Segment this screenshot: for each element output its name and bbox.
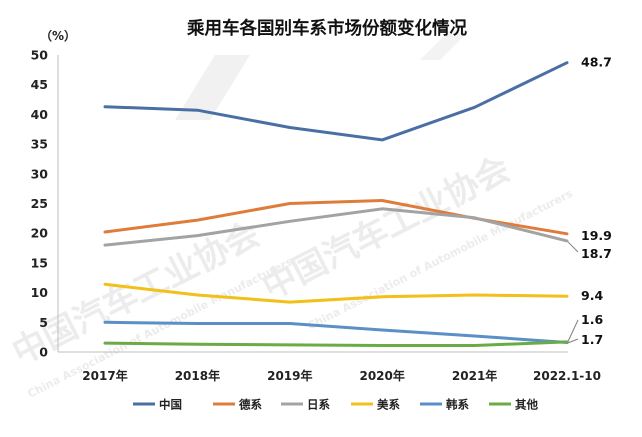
- x-tick-label: 2019年: [267, 368, 312, 383]
- chart-title: 乘用车各国别车系市场份额变化情况: [186, 18, 467, 39]
- legend-label: 日系: [307, 398, 330, 412]
- data-label: 48.7: [581, 55, 612, 70]
- y-tick-label: 5: [39, 315, 48, 330]
- y-tick-label: 10: [31, 285, 49, 300]
- series-line-2: [103, 207, 569, 247]
- legend-label: 中国: [159, 398, 182, 412]
- y-axis-ticks: 0 5 10 15 20 25 30 35 40 45 50: [31, 48, 49, 360]
- x-tick-label: 2021年: [452, 368, 497, 383]
- watermark-logo-mark: [175, 55, 250, 120]
- legend: 中国 德系 日系 美系 韩系 其他: [133, 398, 538, 412]
- leader-line: [567, 319, 579, 342]
- leader-line: [567, 338, 579, 344]
- legend-label: 美系: [377, 398, 400, 412]
- watermark-logo-mark-2: [420, 30, 470, 60]
- y-tick-label: 25: [31, 196, 48, 211]
- leader-line: [567, 241, 579, 253]
- data-label: 9.4: [581, 288, 603, 303]
- y-axis-unit: （%）: [40, 28, 76, 43]
- y-tick-label: 20: [31, 226, 49, 241]
- data-label: 18.7: [581, 246, 612, 261]
- y-tick-label: 15: [31, 255, 48, 270]
- legend-label: 其他: [515, 398, 538, 412]
- y-tick-label: 40: [31, 107, 49, 122]
- x-tick-label: 2022.1-10: [533, 369, 601, 383]
- series-line-3: [103, 282, 569, 304]
- y-tick-label: 35: [31, 137, 48, 152]
- data-label: 1.7: [581, 332, 603, 347]
- data-labels: 48.7 19.9 18.7 9.4 1.6 1.7: [567, 55, 612, 347]
- y-tick-label: 0: [39, 345, 48, 360]
- x-axis-ticks: 2017年 2018年 2019年 2020年 2021年 2022.1-10: [82, 368, 601, 383]
- legend-label: 韩系: [446, 398, 469, 412]
- x-tick-label: 2020年: [359, 368, 404, 383]
- y-tick-label: 50: [31, 48, 49, 63]
- series-line-5: [103, 340, 569, 347]
- data-label: 1.6: [581, 312, 603, 327]
- data-label: 19.9: [581, 228, 612, 243]
- y-tick-label: 45: [31, 77, 48, 92]
- x-tick-label: 2017年: [82, 368, 127, 383]
- y-tick-label: 30: [31, 166, 49, 181]
- series-line-0: [103, 61, 569, 142]
- legend-label: 德系: [238, 398, 262, 412]
- series-lines: [103, 61, 569, 347]
- x-tick-label: 2018年: [175, 368, 220, 383]
- series-line-4: [103, 320, 569, 344]
